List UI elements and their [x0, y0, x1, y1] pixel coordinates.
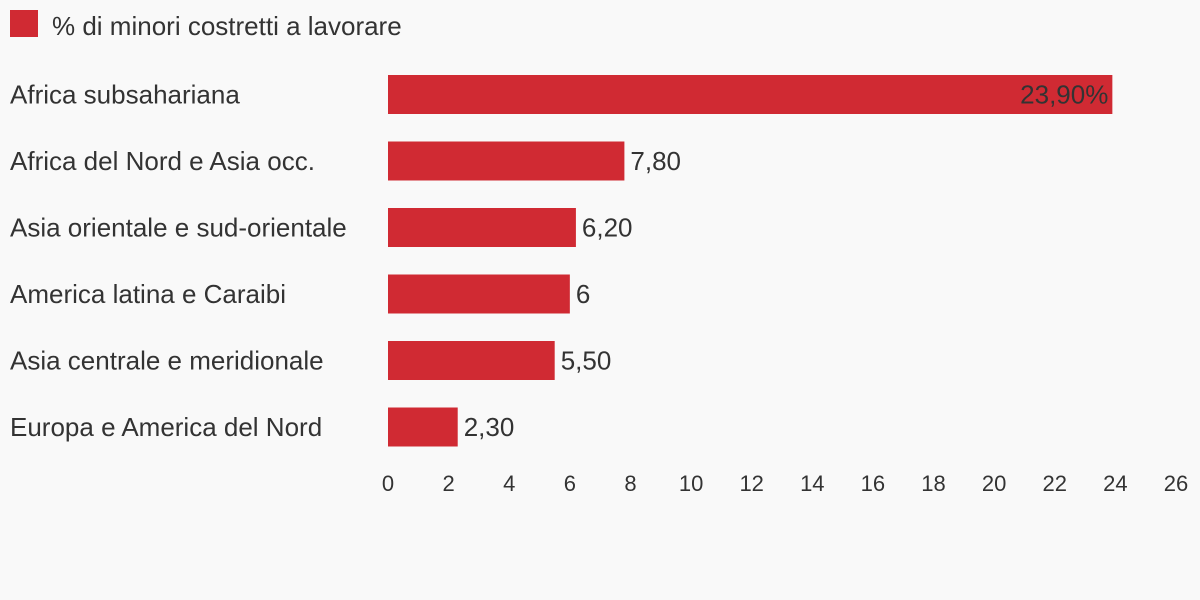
legend-label: % di minori costretti a lavorare [52, 11, 402, 41]
x-tick-label: 10 [679, 471, 703, 496]
x-tick-label: 14 [800, 471, 824, 496]
category-label: Asia orientale e sud-orientale [10, 213, 347, 243]
x-tick-label: 0 [382, 471, 394, 496]
x-axis-ticks: 0 2 4 6 8 10 12 14 16 18 20 22 24 26 [382, 471, 1188, 496]
x-tick-label: 16 [861, 471, 885, 496]
data-label: 5,50 [561, 346, 612, 376]
bar [388, 208, 576, 247]
x-tick-label: 12 [739, 471, 763, 496]
bar [388, 274, 570, 314]
data-label: 2,30 [464, 412, 515, 442]
data-label: 7,80 [630, 146, 681, 176]
category-label: Africa del Nord e Asia occ. [10, 146, 315, 176]
x-tick-label: 18 [921, 471, 945, 496]
bars [388, 75, 1113, 447]
bar [388, 141, 625, 181]
x-tick-label: 20 [982, 471, 1006, 496]
value-labels: 23,90% 7,80 6,20 6 5,50 2,30 [464, 80, 1109, 443]
x-tick-label: 2 [442, 471, 454, 496]
category-label: Asia centrale e meridionale [10, 346, 324, 376]
data-label: 6 [576, 279, 590, 309]
x-tick-label: 4 [503, 471, 515, 496]
x-tick-label: 8 [624, 471, 636, 496]
category-label: America latina e Caraibi [10, 279, 286, 309]
legend: % di minori costretti a lavorare [10, 10, 402, 41]
data-label: 23,90% [1020, 80, 1108, 110]
bar [388, 341, 555, 380]
x-tick-label: 24 [1103, 471, 1127, 496]
bar [388, 407, 458, 447]
category-labels: Africa subsahariana Africa del Nord e Asi… [10, 80, 347, 443]
legend-swatch [10, 10, 38, 37]
x-tick-label: 26 [1164, 471, 1188, 496]
category-label: Africa subsahariana [10, 80, 240, 110]
data-label: 6,20 [582, 213, 633, 243]
bar [388, 75, 1113, 114]
x-tick-label: 6 [564, 471, 576, 496]
x-tick-label: 22 [1043, 471, 1067, 496]
category-label: Europa e America del Nord [10, 412, 322, 442]
